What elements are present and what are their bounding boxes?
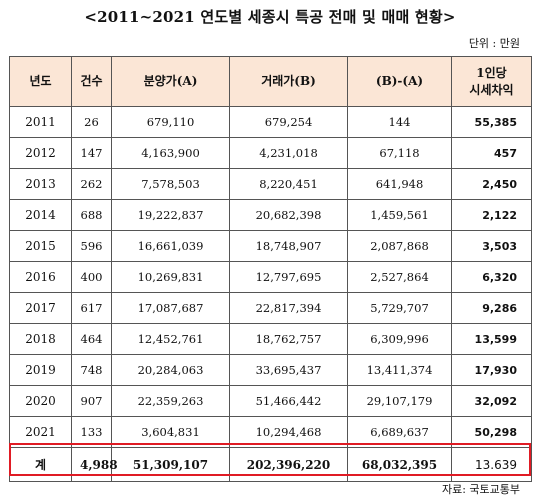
header-year: 년도 [9,56,72,107]
year-cell: 2012 [9,137,72,169]
difference-cell: 6,309,996 [347,323,452,355]
trade-price-cell: 18,762,757 [229,323,348,355]
count-cell: 133 [71,416,112,448]
unit-label: 단위 : 만원 [468,37,520,50]
difference-cell: 1,459,561 [347,199,452,231]
count-cell: 147 [71,137,112,169]
year-cell: 2015 [9,230,72,262]
sale-price-cell: 16,661,039 [111,230,230,262]
table-row: 2017 617 17,087,687 22,817,394 5,729,707 9,28… [9,292,532,324]
table-row: 2015 596 16,661,039 18,748,907 2,087,868 3,50… [9,230,532,262]
trade-price-cell: 8,220,451 [229,168,348,200]
header-row: 년도 건수 분양가(A) 거래가(B) (B)-(A) 1인당 시세차익 [9,56,532,107]
difference-cell: 29,107,179 [347,385,452,417]
year-cell: 2019 [9,354,72,386]
per-person-cell: 55,385 [451,106,532,138]
trade-price-cell: 202,396,220 [229,447,348,482]
trade-price-cell: 4,231,018 [229,137,348,169]
year-cell: 2020 [9,385,72,417]
difference-cell: 13,411,374 [347,354,452,386]
header-per-person: 1인당 시세차익 [451,56,532,107]
trade-price-cell: 20,682,398 [229,199,348,231]
count-cell: 262 [71,168,112,200]
count-cell: 26 [71,106,112,138]
per-person-cell: 17,930 [451,354,532,386]
year-cell: 2021 [9,416,72,448]
difference-cell: 2,087,868 [347,230,452,262]
per-person-cell: 13,599 [451,323,532,355]
count-cell: 617 [71,292,112,324]
table-row: 2012 147 4,163,900 4,231,018 67,118 457 [9,137,532,169]
table-row: 2021 133 3,604,831 10,294,468 6,689,637 50,29… [9,416,532,448]
count-cell: 400 [71,261,112,293]
difference-cell: 641,948 [347,168,452,200]
count-cell: 688 [71,199,112,231]
per-person-cell: 3,503 [451,230,532,262]
sale-price-cell: 4,163,900 [111,137,230,169]
table-row: 2014 688 19,222,837 20,682,398 1,459,561 2,12… [9,199,532,231]
difference-cell: 144 [347,106,452,138]
sale-price-cell: 3,604,831 [111,416,230,448]
trade-price-cell: 18,748,907 [229,230,348,262]
difference-cell: 5,729,707 [347,292,452,324]
sale-price-cell: 51,309,107 [111,447,230,482]
page-title: <2011~2021 연도별 세종시 특공 전매 및 매매 현황> [84,8,456,26]
per-person-cell: 2,122 [451,199,532,231]
difference-cell: 68,032,395 [347,447,452,482]
year-cell: 2017 [9,292,72,324]
trade-price-cell: 51,466,442 [229,385,348,417]
trade-price-cell: 10,294,468 [229,416,348,448]
sale-price-cell: 7,578,503 [111,168,230,200]
total-row: 계 4,988 51,309,107 202,396,220 68,032,395 13.… [9,447,532,482]
per-person-cell: 50,298 [451,416,532,448]
header-trade-price: 거래가(B) [229,56,348,107]
sale-price-cell: 17,087,687 [111,292,230,324]
difference-cell: 2,527,864 [347,261,452,293]
per-person-cell: 2,450 [451,168,532,200]
sale-price-cell: 19,222,837 [111,199,230,231]
source-note: 자료: 국토교통부 [441,483,520,496]
sale-price-cell: 20,284,063 [111,354,230,386]
year-cell: 2014 [9,199,72,231]
year-cell: 2011 [9,106,72,138]
year-cell: 2016 [9,261,72,293]
table-row: 2016 400 10,269,831 12,797,695 2,527,864 6,32… [9,261,532,293]
table-row: 2011 26 679,110 679,254 144 55,385 [9,106,532,138]
per-person-cell: 457 [451,137,532,169]
difference-cell: 6,689,637 [347,416,452,448]
header-sale-price: 분양가(A) [111,56,230,107]
sale-price-cell: 10,269,831 [111,261,230,293]
sale-price-cell: 12,452,761 [111,323,230,355]
header-count: 건수 [71,56,112,107]
data-table: 년도 건수 분양가(A) 거래가(B) (B)-(A) 1인당 시세차익 201… [9,56,532,482]
table-row: 2018 464 12,452,761 18,762,757 6,309,996 13,5… [9,323,532,355]
count-cell: 4,988 [71,447,118,482]
per-person-cell: 13.639 [451,447,532,482]
per-person-cell: 32,092 [451,385,532,417]
table-row: 2020 907 22,359,263 51,466,442 29,107,179 32,… [9,385,532,417]
sale-price-cell: 679,110 [111,106,230,138]
trade-price-cell: 679,254 [229,106,348,138]
per-person-cell: 6,320 [451,261,532,293]
trade-price-cell: 22,817,394 [229,292,348,324]
year-cell: 2018 [9,323,72,355]
count-cell: 464 [71,323,112,355]
sale-price-cell: 22,359,263 [111,385,230,417]
per-person-cell: 9,286 [451,292,532,324]
count-cell: 907 [71,385,112,417]
count-cell: 596 [71,230,112,262]
trade-price-cell: 12,797,695 [229,261,348,293]
trade-price-cell: 33,695,437 [229,354,348,386]
difference-cell: 67,118 [347,137,452,169]
year-cell: 계 [9,447,72,482]
table-row: 2019 748 20,284,063 33,695,437 13,411,374 17,… [9,354,532,386]
table-row: 2013 262 7,578,503 8,220,451 641,948 2,450 [9,168,532,200]
header-difference: (B)-(A) [347,56,452,107]
year-cell: 2013 [9,168,72,200]
count-cell: 748 [71,354,112,386]
